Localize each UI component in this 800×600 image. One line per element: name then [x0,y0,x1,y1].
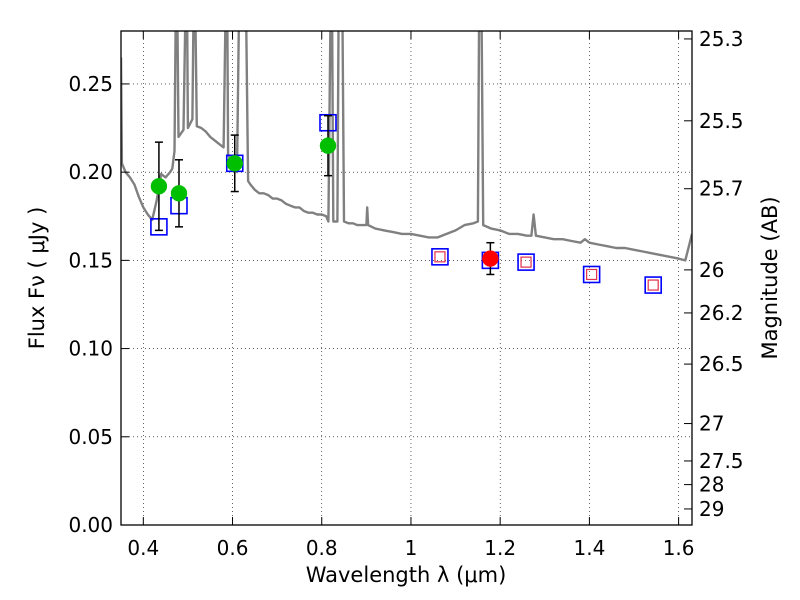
x-axis-label: Wavelength λ (μm) [306,563,507,587]
y-right-axis-label: Magnitude (AB) [758,196,782,359]
right-tick-label: 26.5 [699,352,744,376]
right-tick-label: 25.3 [699,27,744,51]
spectrum-layer [121,31,692,262]
axis-ticks: 0.4 0.6 0.8 1 1.2 1.4 1.6 0.00 0.05 0.10 0.15 0.20 0… [68,27,743,560]
model-point-blue-square [644,276,662,294]
x-tick-label: 1 [405,536,418,560]
model-point-red-square [647,279,659,291]
observed-point-red [482,250,499,267]
model-point-blue-square [517,253,535,271]
y-tick-label: 0.10 [68,337,113,361]
y-axis-label: Flux Fν ( μJy ) [25,207,49,350]
y-tick-label: 0.25 [68,72,113,96]
model-point-red-square [520,256,532,268]
model-point-blue-square [431,248,449,266]
points-layer [150,113,662,294]
right-tick-label: 25.7 [699,177,744,201]
y-tick-label: 0.20 [68,160,113,184]
right-tick-label: 25.5 [699,109,744,133]
model-point-red-square [586,268,598,281]
y-tick-label: 0.15 [68,248,113,272]
y-tick-label: 0.05 [68,425,113,449]
observed-point-green [226,155,244,172]
x-tick-label: 0.4 [127,536,159,560]
plot-frame [120,30,693,526]
right-tick-label: 27 [699,412,724,436]
right-tick-label: 26.2 [699,301,744,325]
right-tick-label: 29 [699,497,724,521]
x-tick-label: 1.2 [484,536,516,560]
x-tick-label: 1.4 [573,536,605,560]
observed-point-green [150,178,168,195]
model-point-red-square [434,251,446,263]
right-tick-label: 26 [699,258,724,282]
model-spectrum-line [121,31,692,262]
observed-point-green [319,137,337,154]
x-tick-label: 1.6 [663,536,695,560]
x-tick-label: 0.8 [306,536,338,560]
plot-background [121,31,692,525]
right-tick-label: 27.5 [699,449,744,473]
y-tick-label: 0.00 [68,513,113,537]
right-tick-label: 28 [699,473,724,497]
model-point-blue-square [582,265,601,284]
x-tick-label: 0.6 [217,536,249,560]
observed-point-green [170,185,188,202]
